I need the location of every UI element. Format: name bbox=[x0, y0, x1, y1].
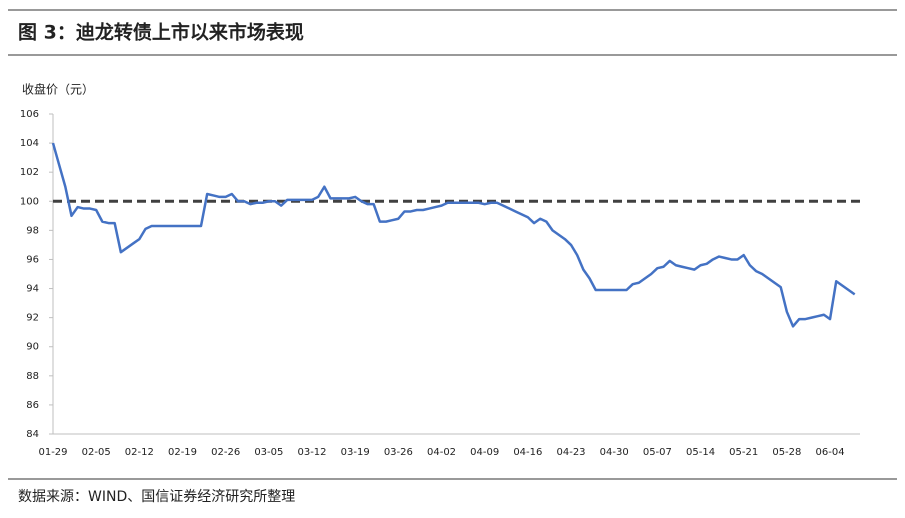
x-tick-label: 01-29 bbox=[38, 447, 67, 458]
x-tick-label: 02-26 bbox=[211, 447, 240, 458]
x-tick-label: 04-23 bbox=[556, 447, 585, 458]
y-tick-label: 86 bbox=[26, 400, 39, 411]
source-note: 数据来源：WIND、国信证券经济研究所整理 bbox=[18, 489, 295, 505]
y-tick-label: 94 bbox=[26, 284, 39, 295]
x-tick-label: 03-26 bbox=[384, 447, 413, 458]
x-tick-label: 06-04 bbox=[816, 447, 845, 458]
y-tick-label: 84 bbox=[26, 429, 39, 440]
x-tick-label: 02-12 bbox=[125, 447, 154, 458]
x-tick-label: 02-05 bbox=[82, 447, 111, 458]
x-tick-label: 03-05 bbox=[254, 447, 283, 458]
y-tick-label: 100 bbox=[20, 196, 39, 207]
y-tick-label: 90 bbox=[26, 342, 39, 353]
x-tick-label: 03-12 bbox=[297, 447, 326, 458]
y-axis-label: 收盘价（元） bbox=[22, 82, 94, 97]
x-tick-label: 04-09 bbox=[470, 447, 499, 458]
x-tick-label: 05-14 bbox=[686, 447, 715, 458]
y-tick-label: 98 bbox=[26, 225, 39, 236]
price-line bbox=[51, 142, 856, 328]
x-tick-label: 04-16 bbox=[513, 447, 542, 458]
y-tick-label: 106 bbox=[20, 109, 39, 120]
x-tick-label: 03-19 bbox=[341, 447, 370, 458]
x-tick-label: 02-19 bbox=[168, 447, 197, 458]
x-tick-label: 05-28 bbox=[772, 447, 801, 458]
y-tick-label: 92 bbox=[26, 313, 39, 324]
x-tick-label: 04-02 bbox=[427, 447, 456, 458]
x-tick-label: 05-07 bbox=[643, 447, 672, 458]
x-tick-label: 04-30 bbox=[600, 447, 629, 458]
y-tick-label: 104 bbox=[20, 138, 39, 149]
y-tick-label: 96 bbox=[26, 254, 39, 265]
chart-title: 图 3：迪龙转债上市以来市场表现 bbox=[18, 21, 304, 44]
x-tick-label: 05-21 bbox=[729, 447, 758, 458]
y-tick-label: 102 bbox=[20, 167, 39, 178]
y-tick-label: 88 bbox=[26, 371, 39, 382]
